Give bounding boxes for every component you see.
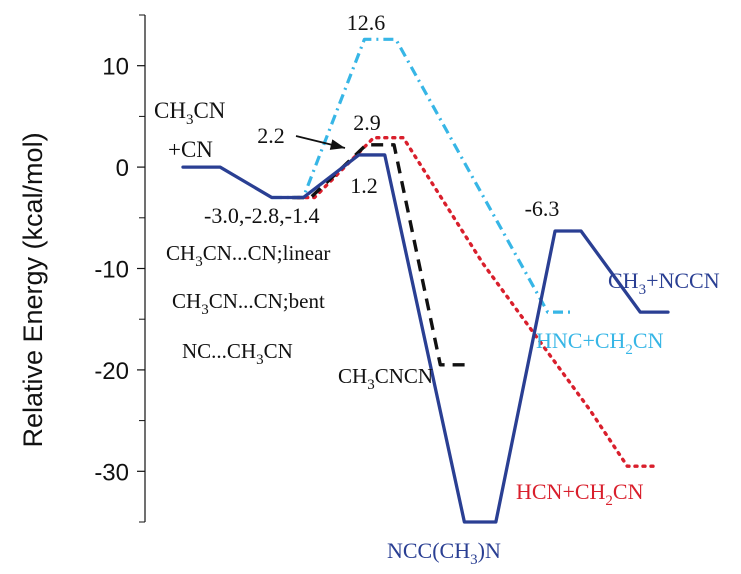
label-reactants-1: CH3CN [154, 98, 226, 128]
diagram-labels: CH3CN +CN -3.0,-2.8,-1.4 CH3CN...CN;line… [154, 10, 720, 568]
cyan_dashdot-line [272, 39, 572, 312]
y-axis-label: Relative Energy (kcal/mol) [18, 132, 48, 447]
y-axis: 10 0 -10 -20 -30 [94, 15, 145, 522]
y-tick-label: -20 [94, 358, 129, 385]
y-tick-label: 10 [102, 54, 129, 81]
label-ts-navy-2: -6.3 [525, 196, 560, 221]
label-product-black: CH3CNCN [338, 364, 433, 393]
y-tick-label: 0 [116, 155, 129, 182]
label-complex-energies: -3.0,-2.8,-1.4 [204, 203, 319, 228]
label-ts-red: 2.9 [353, 110, 381, 135]
label-complex-linear: CH3CN...CN;linear [166, 241, 330, 270]
label-ts-navy: 1.2 [350, 173, 378, 198]
label-ts-black: 2.2 [257, 123, 285, 148]
label-complex-bent: CH3CN...CN;bent [172, 289, 325, 318]
label-intermediate-navy: NCC(CH3)N [387, 538, 501, 568]
label-reactants-2: +CN [168, 137, 213, 162]
label-product-cyan: HNC+CH2CN [536, 328, 664, 358]
y-tick-label: -30 [94, 459, 129, 486]
ts-arrow [296, 136, 345, 148]
label-product-red: HCN+CH2CN [516, 479, 644, 509]
label-ts-cyan: 12.6 [347, 10, 386, 35]
y-tick-label: -10 [94, 257, 129, 284]
series-cyan-path [272, 39, 572, 312]
label-complex-nc: NC...CH3CN [182, 339, 293, 368]
